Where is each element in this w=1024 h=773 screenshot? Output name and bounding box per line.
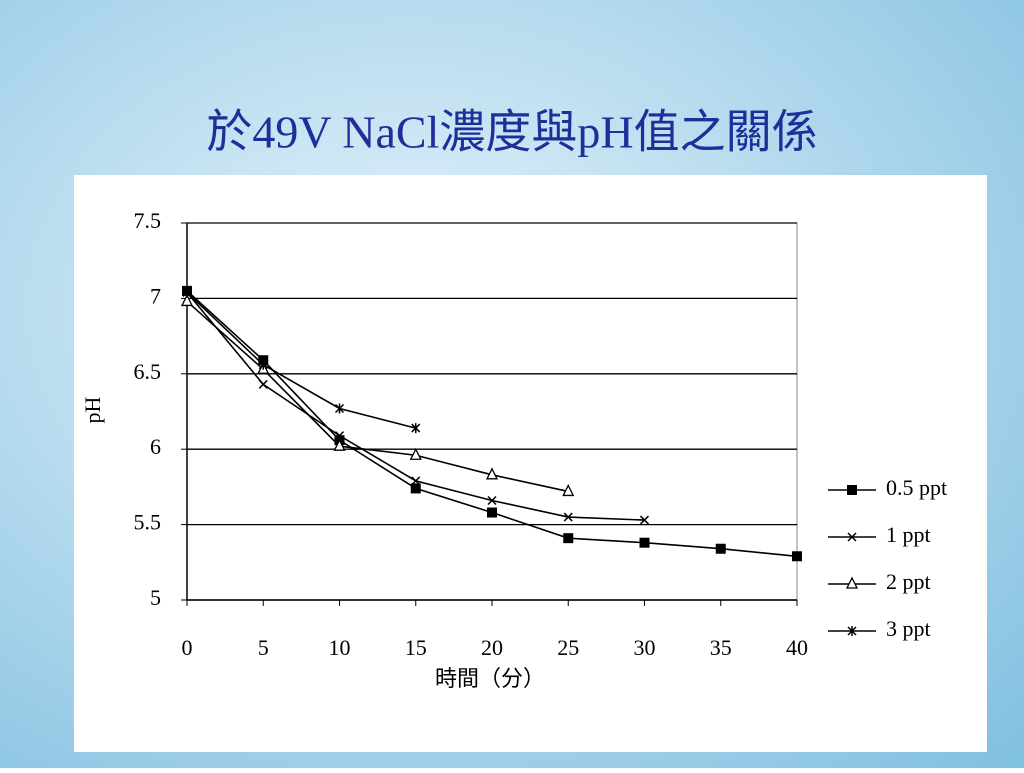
y-tick-label: 7 bbox=[150, 283, 161, 308]
legend-marker bbox=[847, 626, 857, 636]
data-point bbox=[487, 495, 497, 506]
data-point bbox=[258, 379, 268, 389]
data-point bbox=[715, 543, 726, 554]
x-tick-label: 40 bbox=[786, 635, 808, 660]
y-tick-label: 6 bbox=[150, 434, 161, 459]
legend-marker bbox=[847, 532, 857, 542]
x-tick-label: 15 bbox=[405, 635, 427, 660]
data-point bbox=[485, 467, 499, 480]
data-point bbox=[411, 423, 421, 434]
data-point bbox=[333, 438, 346, 451]
y-tick-label: 5 bbox=[150, 585, 161, 610]
data-point bbox=[563, 533, 574, 544]
x-tick-label: 20 bbox=[481, 635, 503, 660]
x-axis-label: 時間（分） bbox=[435, 666, 545, 691]
legend-label: 3 ppt bbox=[886, 616, 931, 641]
data-point bbox=[409, 447, 422, 460]
data-point bbox=[180, 293, 194, 307]
data-point bbox=[410, 483, 421, 494]
x-tick-label: 0 bbox=[182, 635, 193, 660]
legend-label: 0.5 ppt bbox=[886, 475, 947, 500]
data-point bbox=[334, 403, 345, 414]
data-point bbox=[487, 507, 497, 518]
x-tick-label: 35 bbox=[710, 635, 732, 660]
legend-label: 2 ppt bbox=[886, 569, 931, 594]
x-tick-label: 30 bbox=[634, 635, 656, 660]
data-point bbox=[411, 476, 421, 486]
data-point bbox=[562, 483, 575, 497]
data-point bbox=[792, 551, 802, 562]
data-point bbox=[182, 287, 192, 298]
data-point bbox=[334, 431, 345, 441]
legend-marker bbox=[845, 576, 859, 589]
x-tick-label: 10 bbox=[329, 635, 351, 660]
x-tick-label: 5 bbox=[258, 635, 269, 660]
legend-marker bbox=[847, 485, 857, 495]
x-tick-label: 25 bbox=[557, 635, 579, 660]
y-tick-label: 5.5 bbox=[134, 510, 162, 535]
chart-title: 於49V NaCl濃度與pH值之關係 bbox=[206, 107, 817, 158]
y-tick-label: 7.5 bbox=[134, 208, 162, 233]
legend-label: 1 ppt bbox=[886, 522, 931, 547]
y-axis-label: pH bbox=[80, 396, 105, 423]
data-point bbox=[639, 537, 650, 548]
data-point bbox=[639, 515, 650, 525]
series-line bbox=[186, 291, 416, 429]
chart-panel bbox=[74, 175, 987, 752]
data-point bbox=[563, 512, 573, 522]
y-tick-label: 6.5 bbox=[134, 359, 162, 384]
data-point bbox=[258, 359, 268, 370]
series-line bbox=[186, 300, 569, 493]
